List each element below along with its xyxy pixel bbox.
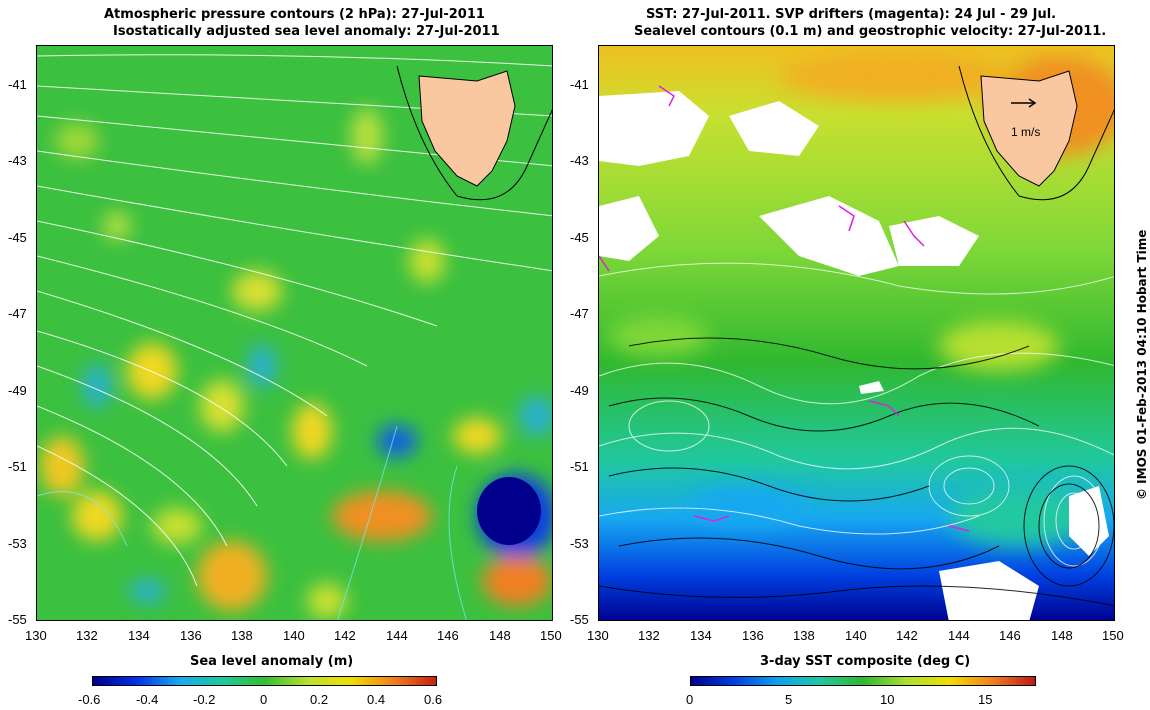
right-y-tick: -47 — [570, 306, 589, 321]
right-y-tick: -55 — [570, 612, 589, 627]
left-x-tick: 132 — [76, 628, 98, 643]
sea-level-anomaly-map[interactable] — [36, 45, 553, 621]
left-colorbar-tick: 0.6 — [424, 692, 443, 707]
right-y-tick: -45 — [570, 230, 589, 245]
right-y-tick: -43 — [570, 153, 589, 168]
right-x-tick: 142 — [896, 628, 918, 643]
left-x-tick: 136 — [180, 628, 202, 643]
left-y-tick: -51 — [8, 459, 27, 474]
left-y-tick: -49 — [8, 383, 27, 398]
velocity-scale-label: 1 m/s — [1011, 125, 1041, 139]
right-colorbar-tick: 15 — [978, 692, 993, 707]
right-x-tick: 140 — [845, 628, 867, 643]
right-x-tick: 150 — [1102, 628, 1124, 643]
right-colorbar-title: 3-day SST composite (deg C) — [760, 654, 971, 669]
left-x-tick: 138 — [231, 628, 253, 643]
left-y-tick: -53 — [8, 536, 27, 551]
sst-field — [599, 46, 1114, 620]
right-x-tick: 136 — [742, 628, 764, 643]
left-x-tick: 140 — [283, 628, 305, 643]
right-x-tick: 148 — [1051, 628, 1073, 643]
left-x-tick: 148 — [489, 628, 511, 643]
sst-map[interactable]: 1 m/s — [598, 45, 1115, 621]
left-y-tick: -43 — [8, 153, 27, 168]
tasmania-land — [980, 70, 1078, 187]
left-title-line1: Atmospheric pressure contours (2 hPa): 2… — [104, 7, 485, 22]
right-title-line1: SST: 27-Jul-2011. SVP drifters (magenta)… — [646, 7, 1057, 22]
left-x-tick: 142 — [334, 628, 356, 643]
right-x-tick: 134 — [690, 628, 712, 643]
left-colorbar-tick: 0.2 — [310, 692, 329, 707]
tasmania-land — [418, 70, 516, 187]
left-y-tick: -41 — [8, 77, 27, 92]
right-y-tick: -41 — [570, 77, 589, 92]
left-x-tick: 144 — [386, 628, 408, 643]
right-x-tick: 130 — [587, 628, 609, 643]
right-colorbar-tick: 5 — [785, 692, 793, 707]
right-y-tick: -51 — [570, 459, 589, 474]
velocity-scale-arrow — [1011, 98, 1037, 108]
right-colorbar-tick: 10 — [880, 692, 895, 707]
left-colorbar-tick: -0.2 — [193, 692, 216, 707]
left-title-line2: Isostatically adjusted sea level anomaly… — [113, 24, 500, 39]
right-x-tick: 146 — [999, 628, 1021, 643]
left-colorbar-tick: 0 — [260, 692, 268, 707]
right-x-tick: 144 — [948, 628, 970, 643]
right-colorbar-tick: 0 — [686, 692, 694, 707]
left-x-tick: 130 — [25, 628, 47, 643]
left-y-tick: -55 — [8, 612, 27, 627]
right-x-tick: 138 — [793, 628, 815, 643]
left-colorbar-tick: -0.6 — [78, 692, 101, 707]
sea-level-colorbar — [92, 676, 437, 686]
right-y-tick: -53 — [570, 536, 589, 551]
left-y-tick: -45 — [8, 230, 27, 245]
left-x-tick: 134 — [128, 628, 150, 643]
copyright-notice: © IMOS 01-Feb-2013 04:10 Hobart Time — [1135, 229, 1149, 500]
left-y-tick: -47 — [8, 306, 27, 321]
sst-colorbar — [690, 676, 1036, 686]
right-y-tick: -49 — [570, 383, 589, 398]
right-x-tick: 132 — [638, 628, 660, 643]
left-colorbar-tick: -0.4 — [136, 692, 159, 707]
left-x-tick: 150 — [540, 628, 562, 643]
left-colorbar-tick: 0.4 — [367, 692, 386, 707]
sea-level-anomaly-field — [37, 46, 552, 620]
right-title-line2: Sealevel contours (0.1 m) and geostrophi… — [634, 24, 1107, 39]
left-colorbar-title: Sea level anomaly (m) — [190, 654, 354, 669]
left-x-tick: 146 — [437, 628, 459, 643]
